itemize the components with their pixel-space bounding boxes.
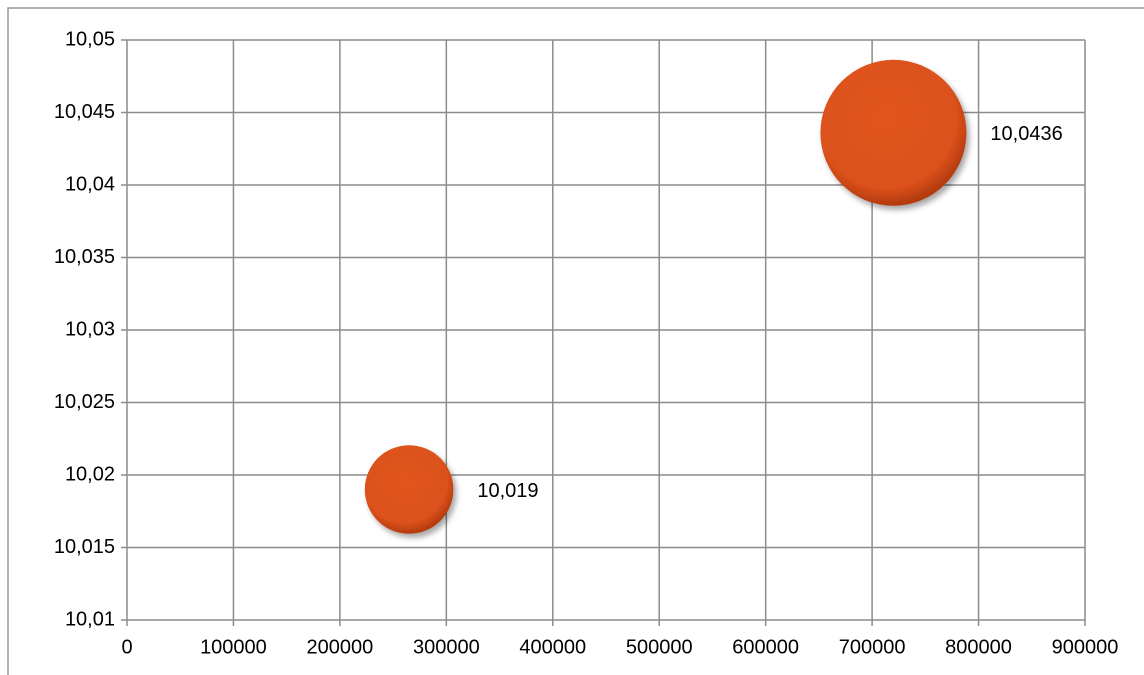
x-tick-label: 400000 [519,636,586,658]
x-tick-label: 200000 [307,636,374,658]
x-tick-label: 0 [121,636,132,658]
y-tick-label: 10,035 [54,246,115,268]
chart-border [7,7,1144,675]
x-tick-label: 800000 [945,636,1012,658]
y-tick-label: 10,045 [54,101,115,123]
y-tick-label: 10,015 [54,536,115,558]
y-tick-label: 10,03 [65,318,115,340]
data-label: 10,0436 [990,123,1062,145]
y-tick-label: 10,04 [65,173,115,195]
y-tick-label: 10,02 [65,463,115,485]
x-tick-label: 700000 [839,636,906,658]
x-tick-label: 300000 [413,636,480,658]
y-tick-label: 10,025 [54,391,115,413]
y-tick-label: 10,05 [65,28,115,50]
y-tick-label: 10,01 [65,608,115,630]
x-tick-label: 900000 [1052,636,1119,658]
x-tick-label: 100000 [200,636,267,658]
bubble [820,59,967,206]
bubble [364,445,454,534]
x-tick-label: 500000 [626,636,693,658]
x-tick-label: 600000 [732,636,799,658]
data-label: 10,019 [477,480,538,502]
